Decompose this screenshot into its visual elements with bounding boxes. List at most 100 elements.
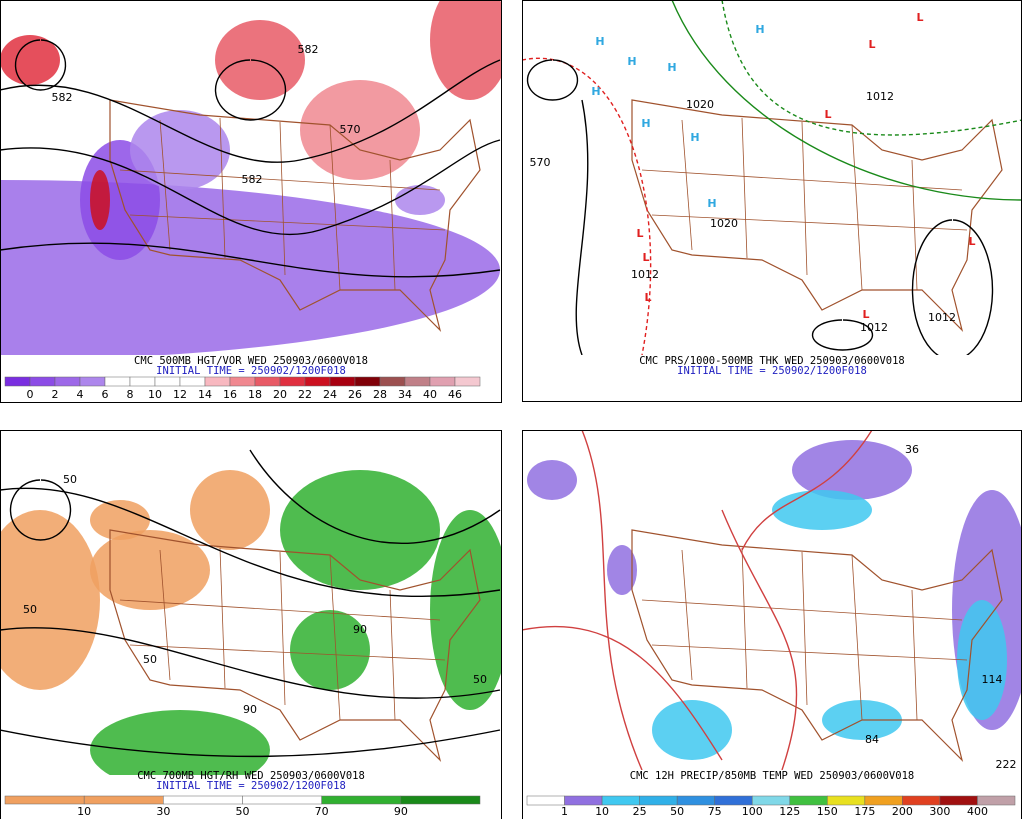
colorbar-label: 30 — [156, 805, 170, 818]
state-border — [911, 159, 918, 291]
colorbar-label: 12 — [173, 388, 187, 401]
colorbar-swatch — [751, 795, 791, 806]
contour — [0, 59, 501, 163]
colorbar-swatch — [304, 376, 331, 387]
colorbar-label: 34 — [398, 388, 412, 401]
map-label: L — [636, 227, 643, 240]
colorbar-label: 14 — [198, 388, 212, 401]
panel-border — [522, 0, 1022, 402]
colorbar-label: 8 — [127, 388, 134, 401]
map-label: L — [968, 235, 975, 248]
contour — [526, 59, 579, 101]
colorbar-label: 26 — [348, 388, 362, 401]
colorbar-swatch — [789, 795, 828, 806]
contour — [741, 430, 873, 551]
map-label: 1012 — [928, 311, 956, 324]
contour — [575, 99, 589, 355]
state-border — [851, 554, 863, 721]
state-border — [851, 124, 863, 291]
colorbar-label: 16 — [223, 388, 237, 401]
colorbar-swatch — [454, 376, 481, 387]
colorbar-label: 70 — [315, 805, 329, 818]
panel-subtitle: INITIAL TIME = 250902/1200F018 — [156, 780, 346, 792]
state-border — [159, 119, 171, 251]
contour — [0, 487, 501, 598]
colorbar-label: 50 — [236, 805, 250, 818]
map-label: H — [591, 85, 600, 98]
colorbar-swatch — [83, 795, 164, 805]
map-label: 50 — [63, 473, 77, 486]
map: 582 582 570 582 — [0, 0, 502, 355]
field-shading — [215, 20, 305, 100]
map-label: 1012 — [860, 321, 888, 334]
map-label: 582 — [242, 173, 263, 186]
state-border — [389, 159, 396, 291]
colorbar-swatch — [129, 376, 156, 387]
contour — [522, 57, 652, 355]
colorbar-label: 90 — [394, 805, 408, 818]
contour — [249, 449, 501, 544]
colorbar-label: 24 — [323, 388, 337, 401]
field-shading — [0, 510, 100, 690]
field-shading — [90, 500, 150, 540]
colorbar-label: 175 — [854, 805, 875, 818]
field-shading — [190, 470, 270, 550]
colorbar-swatch — [254, 376, 281, 387]
map-label: L — [644, 291, 651, 304]
colorbar-label: 100 — [742, 805, 763, 818]
panel-border — [0, 0, 502, 403]
map: HH HHHHHHLLLLLLLL102010121012101210205701… — [522, 0, 1022, 355]
colorbar-swatch — [29, 376, 56, 387]
contour — [811, 319, 874, 351]
country-outline — [109, 529, 481, 762]
state-border — [641, 599, 963, 621]
map-label: L — [824, 108, 831, 121]
colorbar-swatch — [54, 376, 81, 387]
map-label: 1012 — [866, 90, 894, 103]
map-label: 582 — [52, 91, 73, 104]
colorbar-label: 6 — [102, 388, 109, 401]
colorbar-label: 125 — [779, 805, 800, 818]
map-label: 50 — [143, 653, 157, 666]
colorbar-swatch — [400, 795, 481, 805]
map-label: 1012 — [631, 268, 659, 281]
colorbar-swatch — [154, 376, 181, 387]
contour — [9, 479, 72, 541]
field-shading — [607, 545, 637, 595]
field-shading — [527, 460, 577, 500]
colorbar-swatch — [279, 376, 306, 387]
field-shading — [430, 510, 502, 710]
colorbar-label: 20 — [273, 388, 287, 401]
colorbar-swatch — [601, 795, 640, 806]
map-background — [522, 0, 1022, 355]
map: 50 50 90 50 90 50 — [0, 430, 502, 775]
field-shading — [290, 610, 370, 690]
colorbar-label: 28 — [373, 388, 387, 401]
map-label: H — [755, 23, 764, 36]
contour — [0, 242, 501, 278]
colorbar-swatch — [404, 376, 431, 387]
state-border — [389, 589, 396, 721]
colorbar-swatch — [204, 376, 231, 387]
state-border — [219, 117, 226, 259]
panel-title: CMC PRS/1000-500MB THK WED 250903/0600V0… — [639, 355, 905, 367]
map-label: 570 — [530, 156, 551, 169]
panel-title: CMC 700MB HGT/RH WED 250903/0600V018 — [137, 770, 365, 782]
state-border — [119, 169, 441, 191]
contour — [721, 509, 798, 770]
map-label: H — [707, 197, 716, 210]
colorbar-swatch — [676, 795, 715, 806]
colorbar-label: 10 — [77, 805, 91, 818]
state-border — [741, 117, 748, 259]
field-shading — [0, 35, 60, 85]
colorbar-swatch — [163, 795, 243, 805]
field-shading — [90, 170, 110, 230]
state-border — [911, 589, 918, 721]
colorbar-label: 4 — [77, 388, 84, 401]
colorbar-swatch — [864, 795, 903, 806]
panel-subtitle: INITIAL TIME = 250902/1200F018 — [156, 365, 346, 377]
state-border — [681, 549, 693, 681]
contour — [214, 59, 287, 121]
map-label: L — [862, 308, 869, 321]
